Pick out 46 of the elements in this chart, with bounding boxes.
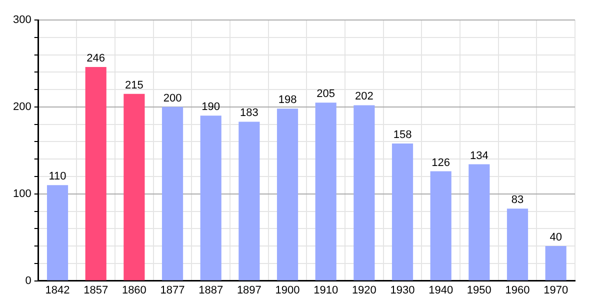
x-tick-label: 1920: [352, 284, 376, 296]
x-tick-label: 1960: [505, 284, 530, 296]
y-tick-label: 100: [12, 188, 32, 200]
y-tick-label: 300: [12, 14, 32, 26]
bar: [506, 208, 528, 280]
bar: [276, 108, 298, 280]
bar: [162, 106, 184, 280]
data-label: 126: [432, 156, 450, 169]
data-label: 183: [240, 107, 258, 120]
x-tick-label: 1897: [236, 284, 262, 296]
x-tick-label: 1970: [544, 284, 568, 296]
x-tick-label: 1900: [275, 284, 300, 296]
bar: [124, 94, 145, 280]
bar: [200, 116, 222, 280]
y-tick-label: 0: [25, 274, 32, 287]
x-tick-label: 1857: [84, 284, 108, 296]
x-tick-label: 1940: [428, 284, 454, 296]
data-label: 246: [86, 52, 106, 64]
data-label: 83: [511, 194, 524, 206]
bar: [354, 105, 375, 280]
y-tick-label: 200: [12, 100, 32, 113]
bar: [315, 102, 336, 280]
bar: [430, 171, 452, 280]
data-label: 198: [278, 94, 297, 106]
data-label: 200: [163, 92, 182, 104]
x-tick-label: 1860: [122, 284, 146, 296]
x-tick-label: 1887: [198, 284, 224, 296]
data-label: 215: [125, 79, 144, 92]
x-tick-label: 1842: [45, 284, 70, 296]
bar: [468, 164, 490, 280]
data-label: 134: [470, 150, 488, 162]
data-label: 202: [354, 90, 374, 103]
x-tick-label: 1950: [466, 284, 492, 296]
bar: [392, 143, 414, 280]
data-label: 158: [393, 128, 412, 141]
data-label: 110: [48, 170, 66, 183]
x-tick-label: 1910: [314, 284, 338, 296]
data-label: 40: [550, 232, 562, 244]
bar: [545, 246, 566, 280]
bar: [85, 66, 106, 280]
data-label: 190: [202, 101, 220, 114]
bar: [238, 122, 260, 280]
data-label: 205: [316, 88, 336, 100]
x-tick-label: 1930: [390, 284, 415, 296]
x-tick-label: 1877: [160, 284, 185, 296]
bar: [46, 185, 68, 280]
